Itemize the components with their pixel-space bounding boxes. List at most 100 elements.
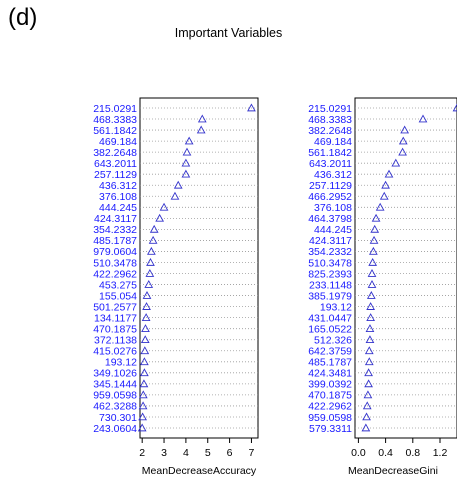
x-tick-label: 1.2 bbox=[433, 447, 448, 459]
importance-marker bbox=[138, 390, 148, 399]
importance-marker bbox=[155, 213, 165, 222]
variable-label: 561.1842 bbox=[93, 125, 137, 137]
x-axis-label: MeanDecreaseGini bbox=[348, 465, 438, 477]
importance-marker bbox=[184, 136, 194, 145]
importance-marker bbox=[375, 202, 385, 211]
importance-marker bbox=[367, 268, 377, 277]
importance-marker bbox=[140, 346, 150, 355]
importance-marker bbox=[159, 202, 169, 211]
importance-marker bbox=[384, 169, 394, 178]
importance-marker bbox=[142, 291, 152, 299]
importance-marker bbox=[141, 324, 150, 333]
importance-marker bbox=[366, 302, 376, 310]
importance-marker bbox=[452, 103, 457, 112]
variable-label: 468.3383 bbox=[308, 114, 352, 126]
variable-label: 979.0604 bbox=[93, 246, 137, 258]
variable-label: 193.12 bbox=[320, 301, 352, 313]
variable-label: 422.2962 bbox=[93, 268, 137, 280]
panel-letter: (d) bbox=[8, 4, 38, 31]
variable-label: 424.3117 bbox=[94, 213, 137, 225]
variable-label: 134.1177 bbox=[94, 312, 137, 324]
importance-marker bbox=[363, 390, 373, 399]
importance-marker bbox=[398, 136, 408, 145]
variable-label: 385.1979 bbox=[308, 290, 352, 302]
variable-label: 444.245 bbox=[99, 202, 137, 214]
importance-marker bbox=[140, 335, 150, 344]
importance-marker bbox=[141, 313, 151, 321]
variable-label: 257.1129 bbox=[94, 169, 137, 181]
plot-frame bbox=[139, 97, 259, 439]
variable-label: 642.3759 bbox=[308, 346, 352, 358]
variable-label: 959.0598 bbox=[93, 390, 137, 402]
importance-marker bbox=[371, 213, 381, 222]
importance-marker bbox=[381, 180, 390, 189]
variable-label: 422.2962 bbox=[308, 401, 352, 413]
variable-label: 257.1129 bbox=[309, 180, 352, 192]
variable-label: 382.2648 bbox=[308, 125, 352, 137]
importance-marker bbox=[368, 246, 378, 255]
variable-label: 579.3311 bbox=[309, 423, 352, 435]
variable-label: 165.0522 bbox=[308, 323, 352, 335]
variable-label: 376.108 bbox=[314, 202, 352, 214]
importance-marker bbox=[196, 125, 206, 134]
variable-label: 470.1875 bbox=[93, 323, 137, 335]
variable-label: 444.245 bbox=[314, 224, 352, 236]
importance-marker bbox=[144, 280, 154, 288]
variable-label: 155.054 bbox=[99, 290, 137, 302]
importance-marker bbox=[181, 158, 191, 167]
importance-marker bbox=[365, 324, 375, 333]
variable-label: 501.2577 bbox=[93, 301, 137, 313]
variable-label: 354.2332 bbox=[308, 246, 352, 258]
variable-label: 215.0291 bbox=[308, 103, 352, 115]
importance-marker bbox=[148, 235, 158, 244]
importance-marker bbox=[364, 346, 374, 355]
importance-marker bbox=[138, 412, 147, 421]
gini-panel: 215.0291468.3383382.2648469.184561.18426… bbox=[308, 97, 457, 477]
importance-marker bbox=[146, 246, 156, 255]
variable-label: 462.3288 bbox=[93, 401, 137, 413]
importance-marker bbox=[368, 257, 378, 266]
variable-label: 510.3478 bbox=[93, 257, 137, 269]
importance-marker bbox=[173, 180, 183, 189]
x-tick-label: 0.0 bbox=[351, 447, 366, 459]
importance-marker bbox=[391, 158, 401, 167]
importance-marker bbox=[364, 368, 373, 377]
importance-marker bbox=[146, 257, 155, 266]
variable-label: 436.312 bbox=[99, 180, 137, 192]
variable-label: 233.1148 bbox=[309, 279, 352, 291]
importance-marker bbox=[362, 401, 372, 410]
variable-label: 512.326 bbox=[314, 335, 352, 347]
importance-marker bbox=[145, 268, 155, 277]
importance-marker bbox=[197, 114, 207, 123]
importance-marker bbox=[247, 103, 256, 112]
variable-label: 372.1138 bbox=[94, 335, 137, 347]
importance-marker bbox=[379, 191, 389, 200]
importance-marker bbox=[365, 335, 375, 344]
variable-label: 424.3481 bbox=[308, 368, 352, 380]
importance-marker bbox=[138, 401, 148, 410]
variable-label: 193.12 bbox=[105, 357, 137, 369]
x-tick-label: 3 bbox=[161, 447, 167, 459]
importance-marker bbox=[181, 169, 191, 178]
importance-marker bbox=[139, 379, 149, 388]
variable-label: 643.2011 bbox=[94, 158, 137, 170]
variable-label: 469.184 bbox=[99, 136, 137, 148]
x-tick-label: 2 bbox=[139, 447, 145, 459]
plot-frame bbox=[354, 97, 457, 439]
variable-label: 468.3383 bbox=[93, 114, 137, 126]
importance-marker bbox=[418, 114, 428, 123]
importance-marker bbox=[170, 191, 180, 200]
variable-label: 561.1842 bbox=[308, 147, 352, 159]
accuracy-panel: 215.0291468.3383561.1842469.184382.26486… bbox=[93, 97, 259, 477]
variable-label: 643.2011 bbox=[309, 158, 352, 170]
x-tick-label: 0.8 bbox=[405, 447, 420, 459]
importance-marker bbox=[364, 357, 374, 366]
importance-marker bbox=[370, 224, 380, 233]
variable-label: 469.184 bbox=[314, 136, 352, 148]
variable-label: 345.1444 bbox=[93, 379, 137, 391]
x-tick-label: 0.4 bbox=[378, 447, 393, 459]
variable-label: 215.0291 bbox=[93, 103, 137, 115]
variable-label: 354.2332 bbox=[93, 224, 137, 236]
variable-label: 376.108 bbox=[99, 191, 137, 203]
variable-label: 349.1026 bbox=[93, 368, 137, 380]
